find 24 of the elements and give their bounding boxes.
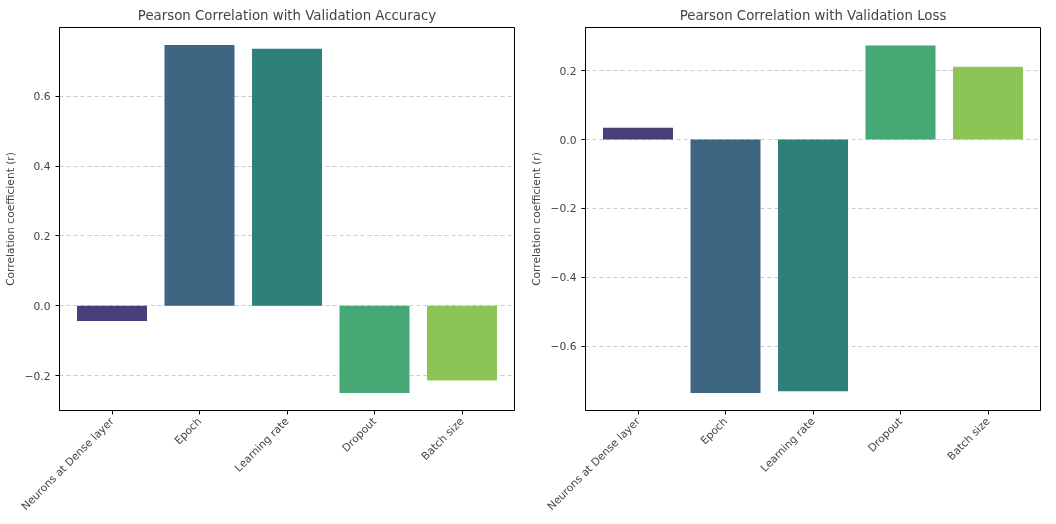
y-tick-label: 0.0 [33, 299, 51, 313]
bar [427, 305, 497, 381]
bar [339, 305, 410, 394]
y-axis-title: Correlation coefficient (r) [3, 152, 17, 286]
y-tick-label: −0.2 [24, 369, 51, 383]
y-tick-label: 0.2 [33, 229, 51, 243]
bar [603, 127, 673, 140]
y-tick-label: 0.0 [559, 133, 577, 147]
y-axis-title: Correlation coefficient (r) [529, 152, 543, 286]
bar [865, 45, 936, 140]
chart-title: Pearson Correlation with Validation Accuracy [137, 7, 437, 23]
chart-title: Pearson Correlation with Validation Loss [679, 7, 947, 23]
bar [77, 305, 147, 322]
y-tick-label: −0.6 [550, 340, 577, 354]
y-tick-label: 0.6 [33, 90, 51, 104]
bar [252, 48, 322, 306]
y-tick-label: −0.2 [550, 202, 577, 216]
bar [778, 139, 848, 392]
bar [953, 66, 1023, 140]
y-tick-label: 0.2 [559, 64, 577, 78]
y-tick-label: 0.4 [33, 160, 51, 174]
y-tick-label: −0.4 [550, 271, 577, 285]
bar [164, 44, 235, 306]
bar [690, 139, 761, 393]
